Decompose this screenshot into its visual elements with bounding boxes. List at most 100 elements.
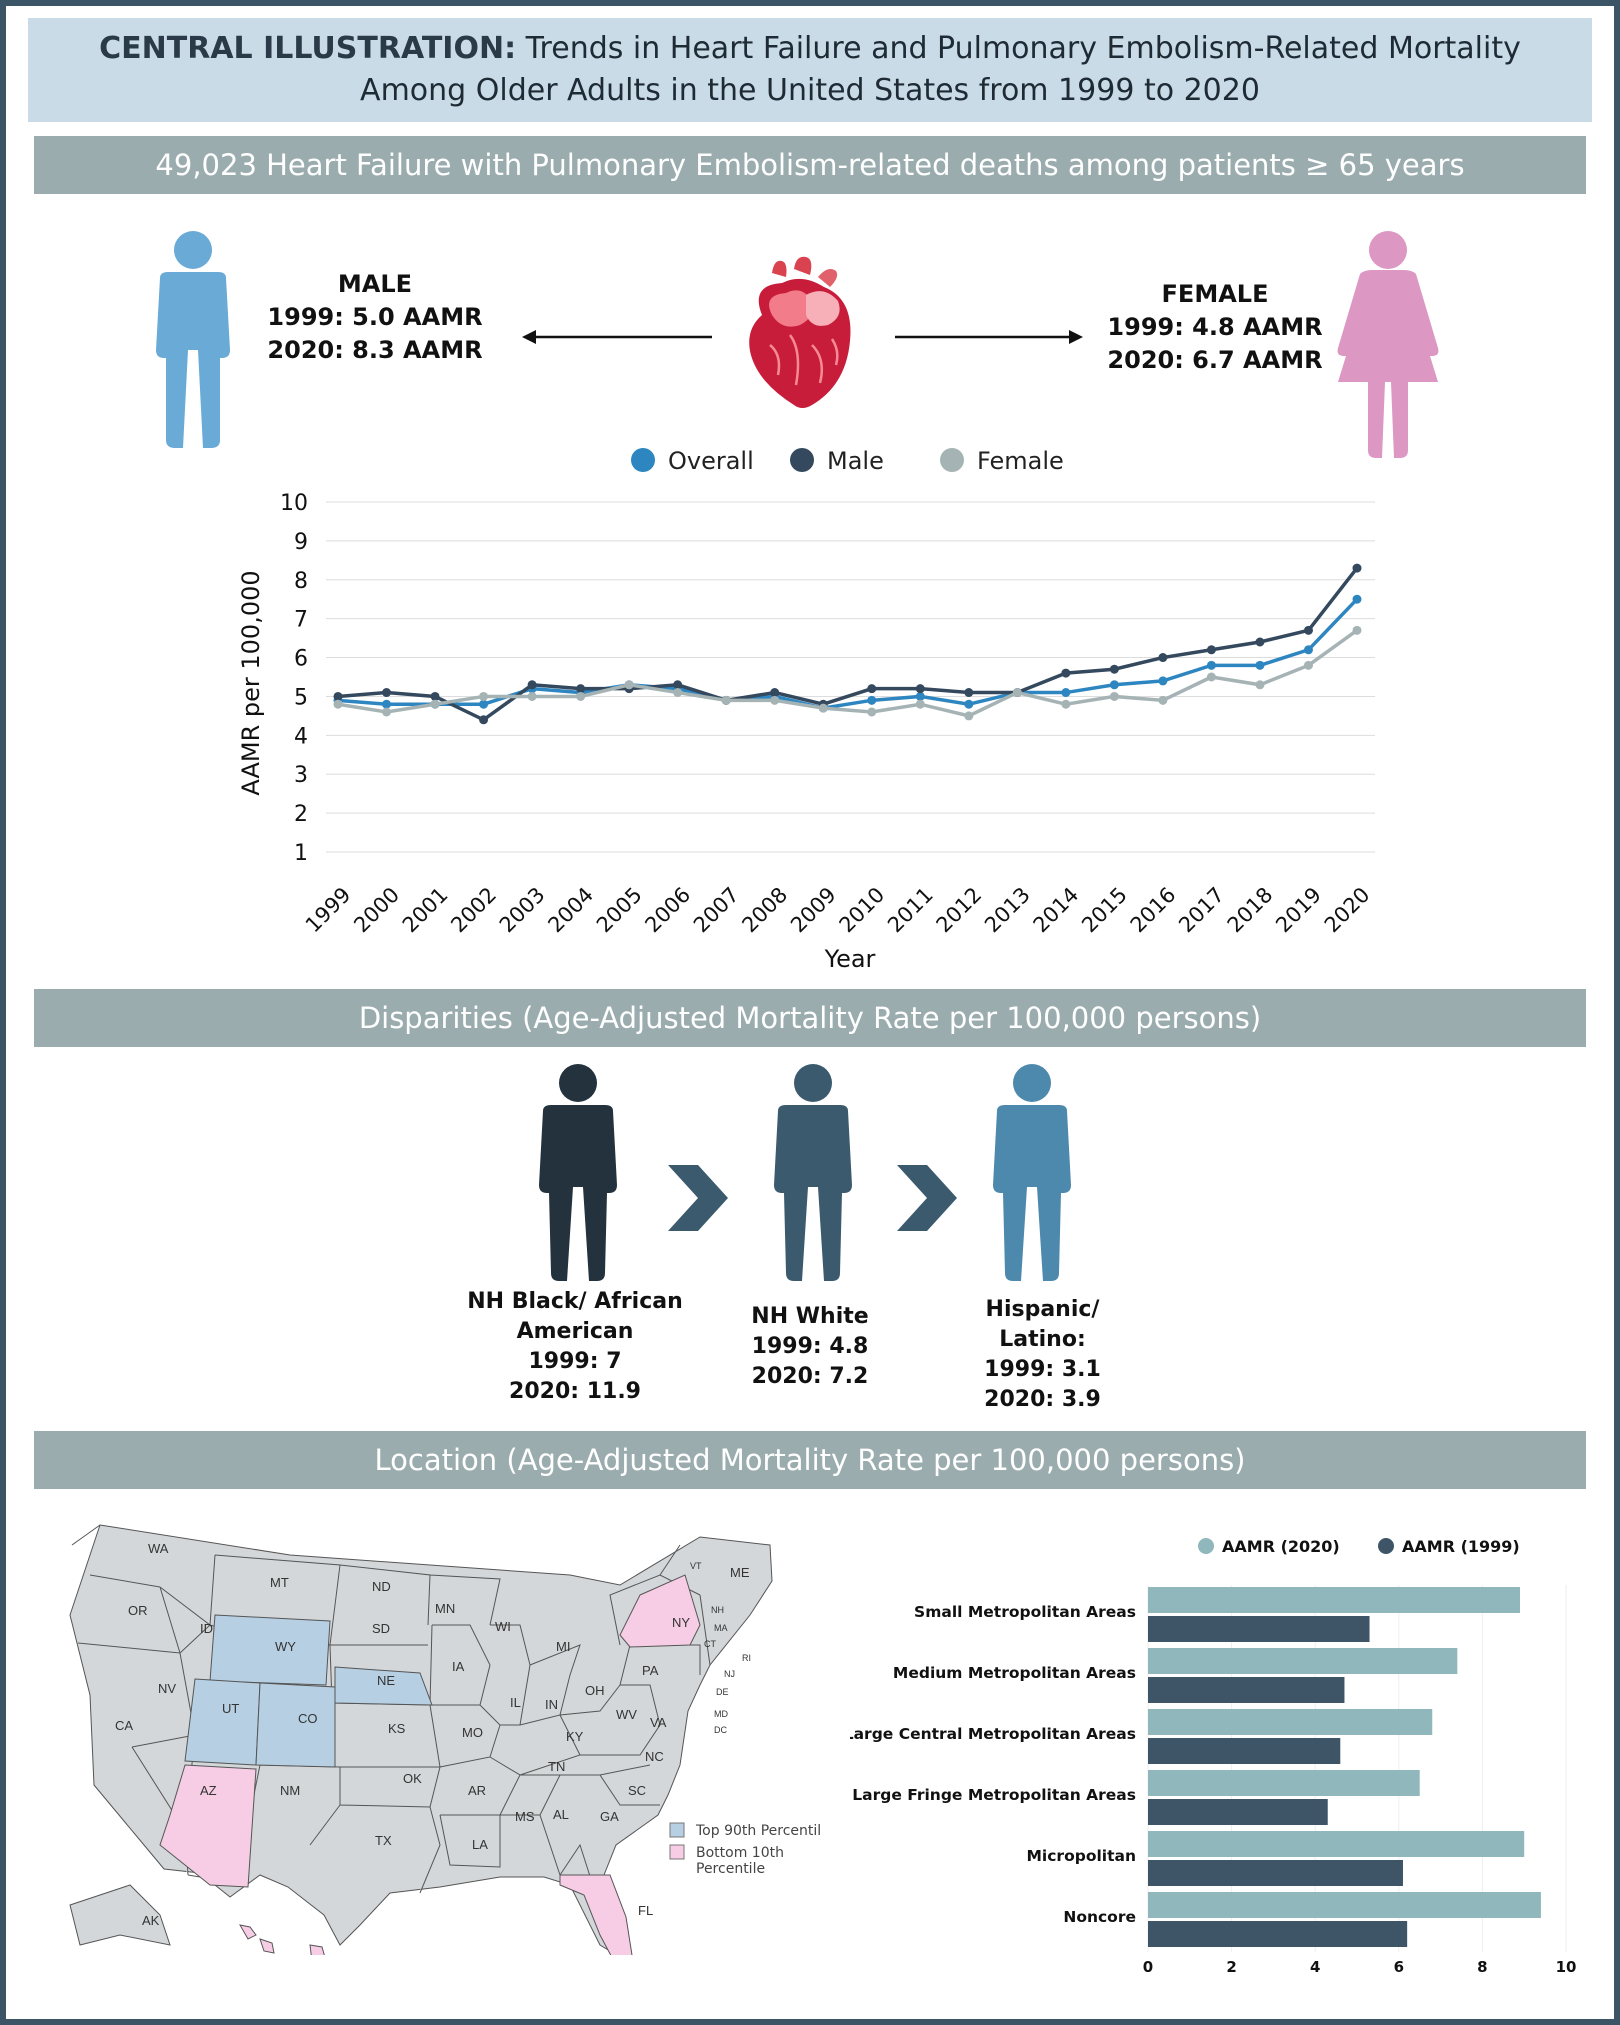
x-tick-label: 2009: [786, 883, 841, 938]
eth-white-2020: 2020: 7.2: [751, 1364, 869, 1389]
data-point-female: [333, 699, 343, 709]
y-tick-label: 10: [280, 491, 308, 516]
data-point-female: [382, 707, 392, 717]
female-icon-body: [1337, 270, 1439, 458]
label-md: MD: [714, 1709, 728, 1719]
x-tick-label: 2017: [1174, 883, 1229, 938]
y-tick-label: 7: [294, 608, 308, 633]
category-label: Large Central Metropolitan Areas: [850, 1725, 1136, 1743]
chevron-right-icon: [897, 1165, 957, 1231]
arrow-right-icon: [895, 330, 1083, 344]
eth-black-label-1: NH Black/ African: [467, 1289, 683, 1314]
bar-chart: AAMR (2020) AAMR (1999) Small Metropolita…: [850, 1537, 1576, 1976]
state-wy-highlight: [209, 1614, 331, 1686]
label-wi: WI: [495, 1619, 511, 1634]
x-tick-label: 2006: [640, 883, 695, 938]
data-point-female: [1109, 691, 1119, 701]
female-person-icon: [1337, 231, 1439, 458]
central-illustration-title: CENTRAL ILLUSTRATION: Trends in Heart Fa…: [28, 18, 1592, 122]
x-tick-label: 2019: [1271, 883, 1326, 938]
line-chart-y-label: AAMR per 100,000: [237, 570, 265, 795]
male-1999: 1999: 5.0 AAMR: [267, 303, 483, 331]
data-point-male: [527, 680, 537, 690]
label-nc: NC: [645, 1749, 664, 1764]
state-az-highlight: [159, 1764, 257, 1888]
data-point-male: [964, 688, 974, 698]
label-fl: FL: [638, 1903, 653, 1918]
state-fl-highlight: [559, 1874, 633, 1955]
eth-white-label: NH White: [751, 1304, 869, 1329]
x-tick-label: 1999: [301, 883, 356, 938]
data-point-female: [624, 680, 634, 690]
data-point-male: [1158, 653, 1168, 663]
location-title: Location (Age-Adjusted Mortality Rate pe…: [374, 1443, 1246, 1477]
data-point-overall: [1109, 680, 1119, 690]
legend-bottom10-label-1: Bottom 10th: [696, 1845, 784, 1861]
bar-1999: [1148, 1616, 1370, 1642]
data-point-male: [1255, 637, 1265, 647]
label-co: CO: [298, 1711, 318, 1726]
y-tick-label: 3: [294, 763, 308, 788]
data-point-female: [1303, 660, 1313, 670]
label-pa: PA: [642, 1663, 659, 1678]
state-co-highlight: [255, 1682, 336, 1768]
total-deaths-banner: 49,023 Heart Failure with Pulmonary Embo…: [34, 136, 1586, 194]
label-de: DE: [716, 1687, 729, 1697]
line-chart-x-label: Year: [824, 945, 876, 973]
label-vt: VT: [690, 1561, 702, 1571]
label-sc: SC: [628, 1783, 646, 1798]
line-chart-y-ticks: 1 2 3 4 5 6 7 8 9 10: [280, 491, 308, 866]
category-label: Small Metropolitan Areas: [914, 1603, 1136, 1621]
label-nm: NM: [280, 1783, 300, 1798]
label-oh: OH: [585, 1683, 605, 1698]
arrow-left-icon: [522, 330, 712, 344]
bar-2020: [1148, 1587, 1521, 1613]
data-point-female: [1158, 695, 1168, 705]
data-point-female: [1206, 672, 1216, 682]
label-nj: NJ: [724, 1669, 735, 1679]
x-tick-label: 2013: [980, 883, 1035, 938]
label-ne: NE: [377, 1673, 395, 1688]
eth-white-1999: 1999: 4.8: [751, 1334, 869, 1359]
legend-swatch-male: [790, 448, 814, 472]
data-point-overall: [1255, 660, 1265, 670]
label-al: AL: [553, 1807, 569, 1822]
state-hi-highlight: [239, 1924, 325, 1955]
bar-chart-gridlines: [1147, 1585, 1567, 1952]
bar-2020: [1148, 1770, 1420, 1796]
eth-hispanic-2020: 2020: 3.9: [984, 1387, 1101, 1412]
male-label: MALE: [337, 270, 413, 298]
category-label: Large Fringe Metropolitan Areas: [852, 1786, 1136, 1804]
y-tick-label: 5: [294, 685, 308, 710]
x-tick-label: 2014: [1029, 883, 1084, 938]
bar-chart-bars: [1148, 1587, 1541, 1947]
line-chart-x-ticks: 1999200020012002200320042005200620072008…: [301, 883, 1375, 938]
bar-1999: [1148, 1860, 1403, 1886]
label-tx: TX: [375, 1833, 392, 1848]
label-az: AZ: [200, 1783, 217, 1798]
label-sd: SD: [372, 1621, 390, 1636]
data-point-male: [1061, 668, 1071, 678]
label-id: ID: [200, 1621, 213, 1636]
data-point-male: [333, 691, 343, 701]
data-point-male: [1206, 645, 1216, 655]
label-in: IN: [545, 1697, 558, 1712]
x-tick-label: 2018: [1223, 883, 1278, 938]
label-mt: MT: [270, 1575, 289, 1590]
data-point-female: [1012, 688, 1022, 698]
x-tick-label: 2008: [737, 883, 792, 938]
male-2020: 2020: 8.3 AAMR: [267, 336, 483, 364]
data-point-female: [721, 695, 731, 705]
data-point-female: [430, 699, 440, 709]
line-chart-series: [333, 563, 1362, 725]
label-ia: IA: [452, 1659, 465, 1674]
label-dc: DC: [714, 1725, 727, 1735]
x-tick-label: 2000: [349, 883, 404, 938]
label-nd: ND: [372, 1579, 391, 1594]
disparities-title: Disparities (Age-Adjusted Mortality Rate…: [358, 1001, 1262, 1035]
label-ar: AR: [468, 1783, 486, 1798]
data-point-overall: [915, 691, 925, 701]
bar-chart-legend: AAMR (2020) AAMR (1999): [1198, 1537, 1520, 1556]
line-chart-legend: Overall Male Female: [631, 447, 1064, 475]
data-point-overall: [964, 699, 974, 709]
